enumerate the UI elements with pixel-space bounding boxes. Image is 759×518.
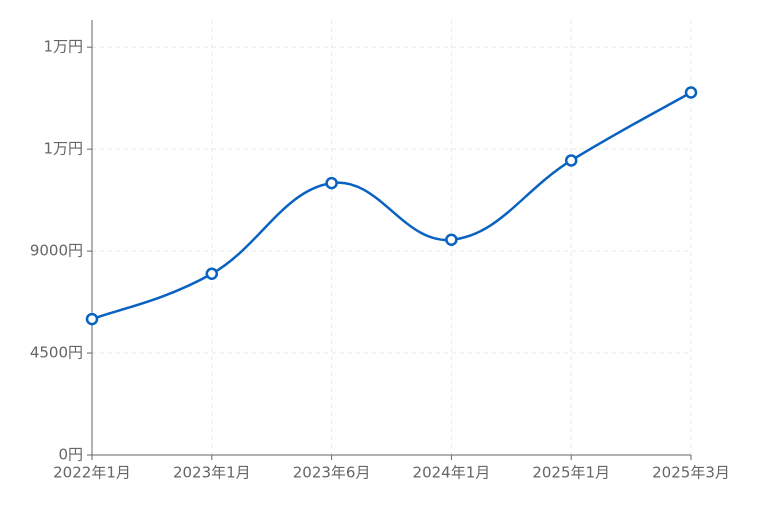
point <box>564 154 578 167</box>
y-tick-label: 4500円 <box>30 344 83 362</box>
point <box>445 233 458 247</box>
x-tick-label: 2025年1月 <box>532 464 610 482</box>
x-tick-label: 2022年1月 <box>53 464 131 482</box>
point <box>85 312 99 326</box>
x-tick-label: 2025年3月 <box>652 464 730 482</box>
x-tick-label: 2023年1月 <box>173 464 251 482</box>
point <box>325 176 338 190</box>
point <box>684 86 698 99</box>
y-tick-label: 9000円 <box>30 242 83 260</box>
y-tick-label: 0円 <box>58 446 83 464</box>
y-tick-label: 1万円 <box>43 38 83 56</box>
line <box>91 91 692 321</box>
x-tick-label: 2024年1月 <box>413 464 491 482</box>
y-tick-label: 1万円 <box>43 140 83 158</box>
point <box>205 267 219 280</box>
x-tick-label: 2023年6月 <box>293 464 371 482</box>
